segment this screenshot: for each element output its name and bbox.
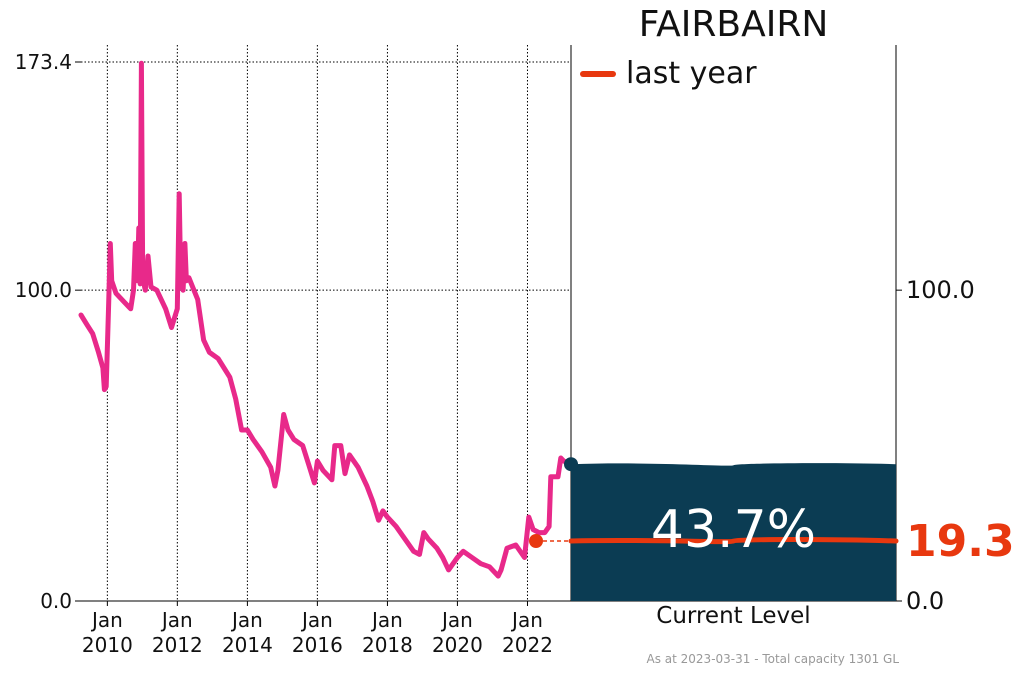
x-tick-label-month: Jan: [160, 608, 193, 632]
current-level-marker: [564, 457, 578, 472]
y-tick-label: 0.0: [40, 589, 72, 613]
last-year-value-label: 19.3: [906, 516, 1015, 567]
x-tick-label-month: Jan: [300, 608, 333, 632]
y-right-tick-label: 100.0: [906, 276, 975, 304]
current-percent-label: 43.7%: [650, 500, 817, 560]
current-level-fill: [571, 463, 896, 601]
y-right-tick-label: 0.0: [906, 587, 944, 615]
y-tick-label: 173.4: [15, 50, 72, 74]
x-tick-label-month: Jan: [370, 608, 403, 632]
x-tick-label-year: 2014: [222, 633, 273, 657]
last-year-level-line: [568, 537, 899, 545]
legend: last year: [580, 56, 757, 91]
x-tick-label-month: Jan: [510, 608, 543, 632]
x-tick-label-year: 2012: [152, 633, 203, 657]
last-year-marker: [529, 534, 544, 549]
x-tick-label-year: 2020: [432, 633, 483, 657]
x-tick-label-month: Jan: [440, 608, 473, 632]
legend-swatch-last-year: [580, 70, 616, 77]
footnote: As at 2023-03-31 - Total capacity 1301 G…: [646, 652, 900, 666]
y-tick-label: 100.0: [15, 278, 72, 302]
x-tick-label-year: 2022: [502, 633, 553, 657]
x-tick-label-year: 2018: [362, 633, 413, 657]
storage-series-line: [78, 60, 574, 579]
x-tick-label-month: Jan: [230, 608, 263, 632]
legend-label-last-year: last year: [626, 56, 757, 91]
current-level-label: Current Level: [656, 603, 811, 629]
x-tick-label-month: Jan: [90, 608, 123, 632]
x-tick-label-year: 2010: [82, 633, 133, 657]
x-tick-label-year: 2016: [292, 633, 343, 657]
chart-title: FAIRBAIRN: [638, 4, 829, 45]
